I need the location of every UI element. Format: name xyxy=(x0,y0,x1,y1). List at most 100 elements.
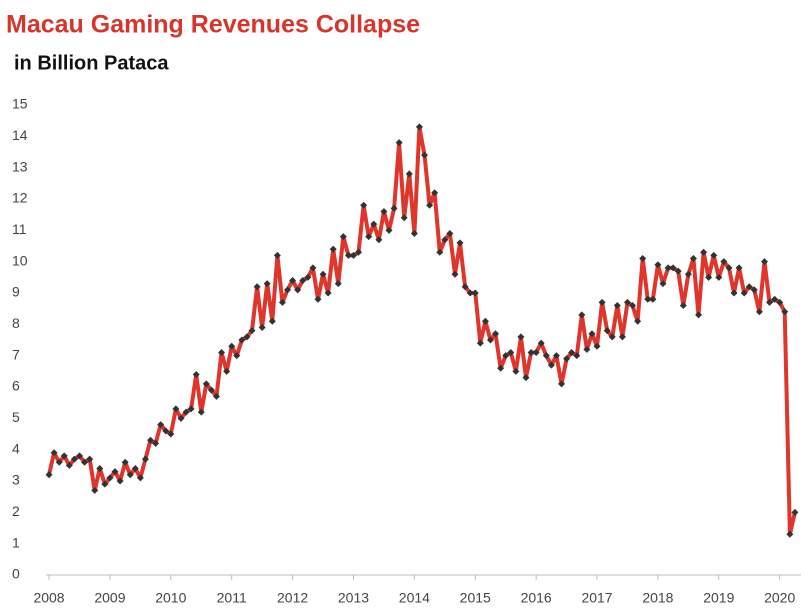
point-marker xyxy=(324,289,332,297)
point-marker xyxy=(695,311,703,319)
point-marker xyxy=(705,273,713,281)
chart-subtitle: in Billion Pataca xyxy=(14,52,169,74)
point-marker xyxy=(375,236,383,244)
point-marker xyxy=(101,480,109,488)
point-marker xyxy=(60,452,68,460)
point-marker xyxy=(243,333,251,341)
y-tick-label: 15 xyxy=(12,96,28,112)
point-marker xyxy=(218,349,226,357)
point-marker xyxy=(70,455,78,463)
point-marker xyxy=(537,339,545,347)
point-marker xyxy=(299,276,307,284)
point-marker xyxy=(182,408,190,416)
point-marker xyxy=(136,474,144,482)
point-marker xyxy=(735,264,743,272)
point-marker xyxy=(162,427,170,435)
point-marker xyxy=(212,392,220,400)
x-tick-label: 2018 xyxy=(642,590,673,606)
point-marker xyxy=(380,208,388,216)
y-tick-label: 13 xyxy=(12,158,28,174)
point-marker xyxy=(497,364,505,372)
chart-title: Macau Gaming Revenues Collapse xyxy=(6,11,420,39)
point-marker xyxy=(400,214,408,222)
point-marker xyxy=(745,283,753,291)
point-marker xyxy=(349,251,357,259)
point-marker xyxy=(339,233,347,241)
point-marker xyxy=(593,342,601,350)
point-marker xyxy=(273,251,281,259)
point-marker xyxy=(126,471,134,479)
point-marker xyxy=(390,204,398,212)
point-marker xyxy=(527,349,535,357)
y-tick-label: 2 xyxy=(12,503,20,519)
point-marker xyxy=(542,352,550,360)
point-marker xyxy=(147,436,155,444)
point-marker xyxy=(268,317,276,325)
y-tick-label: 0 xyxy=(12,566,20,582)
point-marker xyxy=(461,283,469,291)
x-tick-label: 2015 xyxy=(460,590,491,606)
point-marker xyxy=(111,468,119,476)
point-marker xyxy=(786,530,794,538)
point-marker xyxy=(238,336,246,344)
point-marker xyxy=(91,486,99,494)
point-marker xyxy=(654,261,662,269)
point-marker xyxy=(329,245,337,253)
point-marker xyxy=(106,474,114,482)
y-tick-label: 14 xyxy=(12,127,28,143)
point-marker xyxy=(547,361,555,369)
point-marker xyxy=(415,123,423,131)
point-marker xyxy=(278,298,286,306)
point-marker xyxy=(623,298,631,306)
point-marker xyxy=(55,458,63,466)
y-tick-label: 7 xyxy=(12,346,20,362)
point-marker xyxy=(96,464,104,472)
point-marker xyxy=(588,330,596,338)
point-marker xyxy=(81,458,89,466)
point-marker xyxy=(781,308,789,316)
point-marker xyxy=(558,380,566,388)
point-marker xyxy=(410,229,418,237)
point-marker xyxy=(791,508,799,516)
point-marker xyxy=(177,414,185,422)
point-marker xyxy=(456,239,464,247)
point-marker xyxy=(771,295,779,303)
point-marker xyxy=(441,236,449,244)
point-marker xyxy=(197,408,205,416)
point-marker xyxy=(233,352,241,360)
point-marker xyxy=(395,139,403,147)
point-marker xyxy=(116,477,124,485)
point-marker xyxy=(258,323,266,331)
y-tick-label: 8 xyxy=(12,315,20,331)
y-tick-label: 5 xyxy=(12,409,20,425)
point-marker xyxy=(766,298,774,306)
point-marker xyxy=(639,255,647,263)
point-marker xyxy=(476,339,484,347)
point-marker xyxy=(730,289,738,297)
point-marker xyxy=(629,302,637,310)
point-marker xyxy=(507,349,515,357)
point-marker xyxy=(684,270,692,278)
point-marker xyxy=(50,449,58,457)
point-marker xyxy=(152,439,160,447)
point-marker xyxy=(446,229,454,237)
point-marker xyxy=(253,283,261,291)
x-tick-label: 2010 xyxy=(155,590,186,606)
point-marker xyxy=(552,352,560,360)
point-marker xyxy=(669,264,677,272)
point-marker xyxy=(187,405,195,413)
point-marker xyxy=(248,327,256,335)
point-marker xyxy=(573,352,581,360)
point-marker xyxy=(451,270,459,278)
y-tick-label: 6 xyxy=(12,378,20,394)
point-marker xyxy=(568,349,576,357)
point-marker xyxy=(634,317,642,325)
point-marker xyxy=(466,289,474,297)
point-marker xyxy=(659,280,667,288)
point-marker xyxy=(776,298,784,306)
point-marker xyxy=(583,345,591,353)
point-marker xyxy=(172,405,180,413)
point-marker xyxy=(674,267,682,275)
point-marker xyxy=(532,349,540,357)
